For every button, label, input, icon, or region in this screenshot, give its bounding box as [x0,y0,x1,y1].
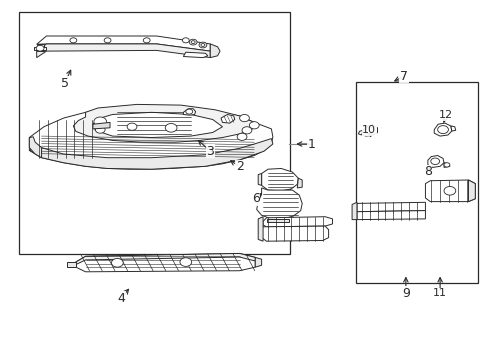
Polygon shape [29,108,272,169]
Polygon shape [261,168,298,191]
Text: 2: 2 [235,160,243,173]
Circle shape [191,41,195,44]
Polygon shape [263,217,332,227]
Text: 8: 8 [423,165,431,178]
Polygon shape [433,123,451,136]
Polygon shape [67,262,76,267]
Circle shape [437,126,447,134]
Polygon shape [255,257,261,267]
Polygon shape [358,130,362,135]
Polygon shape [427,156,443,167]
Polygon shape [37,44,44,51]
Text: 3: 3 [206,145,214,158]
Circle shape [443,186,455,195]
Circle shape [443,163,449,167]
Circle shape [70,38,77,43]
Text: 6: 6 [251,192,259,205]
Text: 5: 5 [61,77,68,90]
Circle shape [237,133,246,140]
Text: 10: 10 [362,125,375,135]
Circle shape [199,42,206,48]
Polygon shape [258,217,263,241]
Polygon shape [356,202,425,212]
Circle shape [430,158,439,165]
Polygon shape [210,44,220,58]
Polygon shape [76,253,255,265]
Polygon shape [443,163,449,167]
Polygon shape [356,211,425,220]
Circle shape [239,114,249,122]
Polygon shape [93,112,222,138]
Text: 11: 11 [432,288,446,298]
Polygon shape [425,180,474,202]
Polygon shape [37,44,210,58]
Polygon shape [261,226,328,241]
Polygon shape [37,36,210,51]
Polygon shape [183,109,195,115]
Polygon shape [256,188,302,219]
Circle shape [201,44,204,46]
Text: 1: 1 [307,138,315,150]
Polygon shape [30,138,272,169]
Circle shape [249,122,259,129]
Text: 4: 4 [117,292,125,305]
Circle shape [95,126,105,133]
Polygon shape [297,178,302,188]
Bar [355,82,477,283]
Polygon shape [266,219,288,222]
Polygon shape [76,253,255,272]
Circle shape [242,127,251,134]
Circle shape [111,258,123,267]
Polygon shape [34,47,46,50]
Circle shape [182,38,189,43]
Polygon shape [450,126,455,131]
Text: 7: 7 [399,70,407,83]
Circle shape [127,123,137,130]
Circle shape [104,38,111,43]
Circle shape [189,39,197,45]
Text: 12: 12 [438,110,452,120]
Bar [19,12,289,254]
Polygon shape [93,122,110,129]
Circle shape [180,258,191,266]
Polygon shape [468,180,474,202]
Polygon shape [29,137,41,158]
Circle shape [185,109,192,114]
Polygon shape [258,174,261,185]
Polygon shape [360,125,377,136]
Circle shape [364,127,373,134]
Circle shape [36,45,44,51]
Circle shape [94,117,106,126]
Text: 9: 9 [401,287,409,300]
Circle shape [165,123,177,132]
Polygon shape [183,52,207,58]
Polygon shape [73,104,254,142]
Polygon shape [221,114,234,123]
Circle shape [143,38,150,43]
Polygon shape [351,202,356,220]
